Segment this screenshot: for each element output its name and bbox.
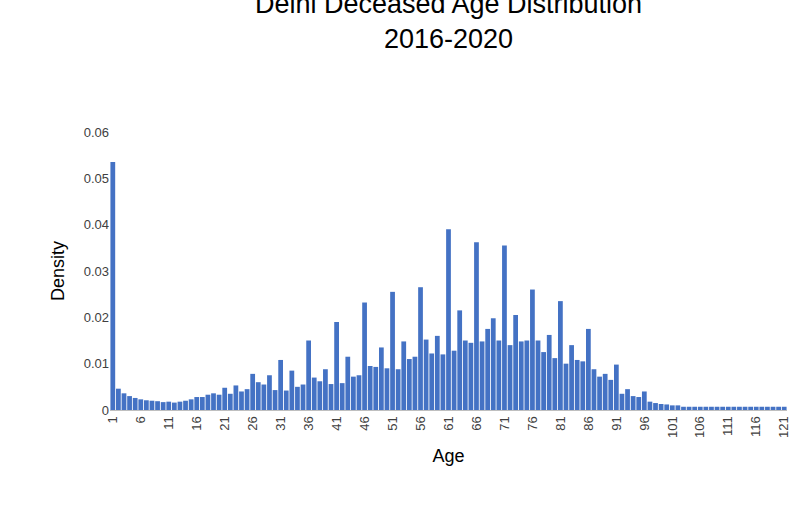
svg-text:46: 46 — [357, 416, 372, 430]
svg-text:101: 101 — [665, 416, 680, 438]
svg-text:6: 6 — [133, 416, 148, 423]
svg-text:0.03: 0.03 — [84, 264, 109, 279]
svg-text:86: 86 — [581, 416, 596, 430]
svg-text:0.02: 0.02 — [84, 310, 109, 325]
svg-text:0.04: 0.04 — [84, 217, 109, 232]
svg-text:0.06: 0.06 — [84, 125, 109, 140]
svg-text:36: 36 — [301, 416, 316, 430]
svg-text:106: 106 — [693, 416, 708, 438]
svg-text:11: 11 — [161, 416, 176, 430]
svg-text:111: 111 — [720, 416, 735, 436]
svg-text:Age: Age — [432, 446, 464, 466]
svg-text:96: 96 — [637, 416, 652, 430]
svg-text:0.05: 0.05 — [84, 171, 109, 186]
svg-text:91: 91 — [609, 416, 624, 430]
svg-text:61: 61 — [441, 416, 456, 430]
svg-text:0: 0 — [102, 403, 109, 418]
svg-text:21: 21 — [217, 416, 232, 430]
svg-text:71: 71 — [497, 416, 512, 430]
svg-text:Delhi Deceased Age Distributio: Delhi Deceased Age Distribution2016-2020 — [255, 0, 642, 54]
svg-text:31: 31 — [273, 416, 288, 430]
svg-text:Density: Density — [48, 241, 68, 301]
svg-text:81: 81 — [553, 416, 568, 430]
svg-text:26: 26 — [245, 416, 260, 430]
svg-text:116: 116 — [748, 416, 763, 437]
svg-text:16: 16 — [189, 416, 204, 430]
svg-text:51: 51 — [385, 416, 400, 430]
svg-text:41: 41 — [329, 416, 344, 430]
svg-text:66: 66 — [469, 416, 484, 430]
svg-text:56: 56 — [413, 416, 428, 430]
svg-text:1: 1 — [105, 416, 120, 423]
svg-text:0.01: 0.01 — [84, 356, 109, 371]
svg-text:121: 121 — [776, 416, 791, 438]
svg-text:76: 76 — [525, 416, 540, 430]
